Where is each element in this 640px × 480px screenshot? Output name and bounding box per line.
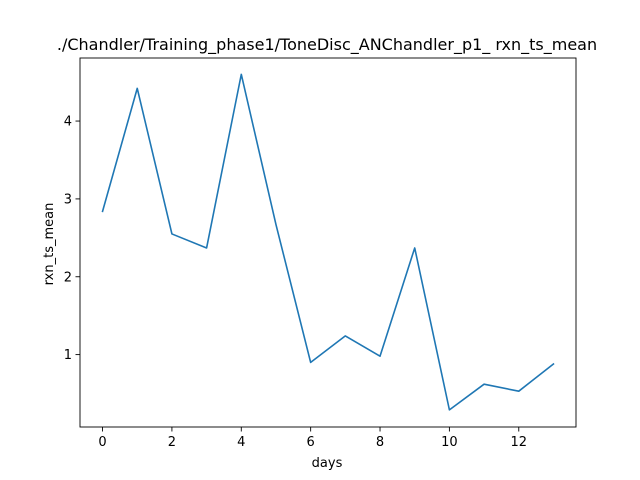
x-tick-label: 6: [307, 435, 315, 450]
x-tick-label: 0: [98, 435, 106, 450]
y-tick-label: 2: [64, 270, 72, 285]
data-point: [170, 232, 173, 235]
data-point: [413, 246, 416, 249]
x-axis-label: days: [312, 456, 343, 471]
x-tick-label: 4: [237, 435, 245, 450]
data-point: [274, 223, 277, 226]
data-point: [309, 361, 312, 364]
data-point: [205, 246, 208, 249]
plot-area: [101, 73, 555, 411]
data-point: [517, 390, 520, 393]
data-point: [378, 355, 381, 358]
x-tick-label: 8: [376, 435, 384, 450]
x-tick-label: 12: [510, 435, 527, 450]
data-point: [240, 73, 243, 76]
x-tick-label: 10: [441, 435, 458, 450]
plot-frame: [79, 57, 577, 428]
x-tick-label: 2: [168, 435, 176, 450]
data-point: [552, 362, 555, 365]
y-axis-label: rxn_ts_mean: [42, 203, 57, 286]
y-tick-label: 4: [64, 115, 72, 130]
data-point: [136, 87, 139, 90]
data-point: [448, 408, 451, 411]
data-point: [344, 334, 347, 337]
y-tick-label: 1: [64, 348, 72, 363]
data-point: [482, 383, 485, 386]
y-tick-label: 3: [64, 192, 72, 207]
chart-title: ./Chandler/Training_phase1/ToneDisc_ANCh…: [57, 35, 597, 55]
series-line: [101, 73, 555, 411]
data-point: [101, 210, 104, 213]
